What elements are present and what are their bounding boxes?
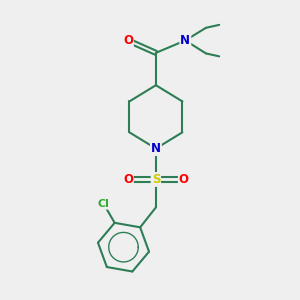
Text: O: O xyxy=(123,34,133,47)
Text: O: O xyxy=(123,173,133,186)
Text: Cl: Cl xyxy=(98,199,109,209)
Text: N: N xyxy=(151,142,161,155)
Text: O: O xyxy=(179,173,189,186)
Text: S: S xyxy=(152,173,160,186)
Text: N: N xyxy=(180,34,190,47)
